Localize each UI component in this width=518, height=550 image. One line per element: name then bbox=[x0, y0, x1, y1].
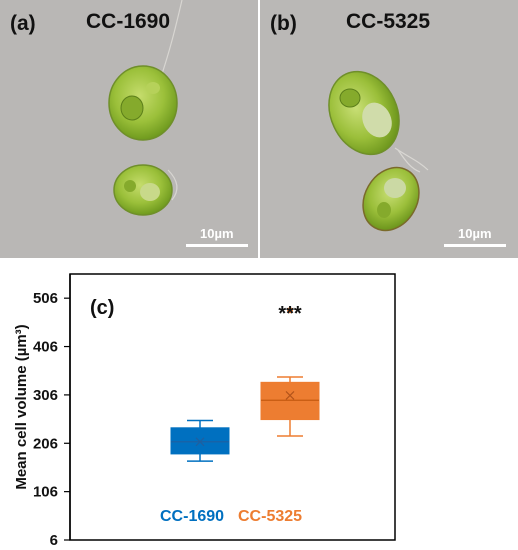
y-tick-label: 206 bbox=[33, 435, 58, 452]
cell-top-a bbox=[108, 65, 178, 141]
scale-bar-b bbox=[444, 244, 506, 247]
mean-marker-cc-5325 bbox=[285, 390, 295, 400]
y-tick-label: 306 bbox=[33, 387, 58, 404]
box-cc-1690 bbox=[170, 427, 230, 455]
outlier-point-cc-5325 bbox=[287, 307, 293, 314]
series-label-cc-1690: CC-1690 bbox=[160, 508, 224, 525]
mean-cross-stroke bbox=[285, 390, 295, 400]
micrograph-image-cc1690 bbox=[0, 0, 258, 258]
series-label-cc-5325: CC-5325 bbox=[238, 508, 302, 525]
mean-marker-cc-1690 bbox=[195, 437, 205, 447]
y-tick-label: 506 bbox=[33, 290, 58, 307]
y-tick-label: 406 bbox=[33, 339, 58, 356]
y-tick-label: 6 bbox=[50, 532, 58, 549]
scale-label-a: 10µm bbox=[200, 226, 234, 241]
y-axis-label: Mean cell volume (µm³) bbox=[13, 324, 30, 489]
plot-frame bbox=[69, 273, 396, 541]
box-cc-5325 bbox=[260, 381, 320, 421]
y-tick-label: 106 bbox=[33, 484, 58, 501]
panel-label-b: (b) bbox=[270, 12, 297, 35]
micrograph-panel-a: (a) CC-1690 10µm bbox=[0, 0, 258, 258]
box-plot-chart: (c) Mean cell volume (µm³) 6 106 206 306 406… bbox=[13, 273, 396, 549]
strain-title-b: CC-5325 bbox=[346, 10, 431, 33]
micrograph-image-cc5325 bbox=[260, 0, 518, 258]
significance-marker: *** bbox=[278, 303, 302, 325]
mean-cross-stroke bbox=[195, 437, 205, 447]
scale-label-b: 10µm bbox=[458, 226, 492, 241]
cell-bottom-b bbox=[362, 166, 420, 232]
strain-title-a: CC-1690 bbox=[86, 10, 171, 33]
scale-bar-a bbox=[186, 244, 248, 247]
panel-label-a: (a) bbox=[10, 12, 36, 35]
panel-label-c: (c) bbox=[90, 297, 114, 319]
micrograph-panel-b: (b) CC-5325 10µm bbox=[260, 0, 518, 258]
box-plot-panel-c: (c) Mean cell volume (µm³) 6 106 206 306 406… bbox=[0, 262, 518, 550]
